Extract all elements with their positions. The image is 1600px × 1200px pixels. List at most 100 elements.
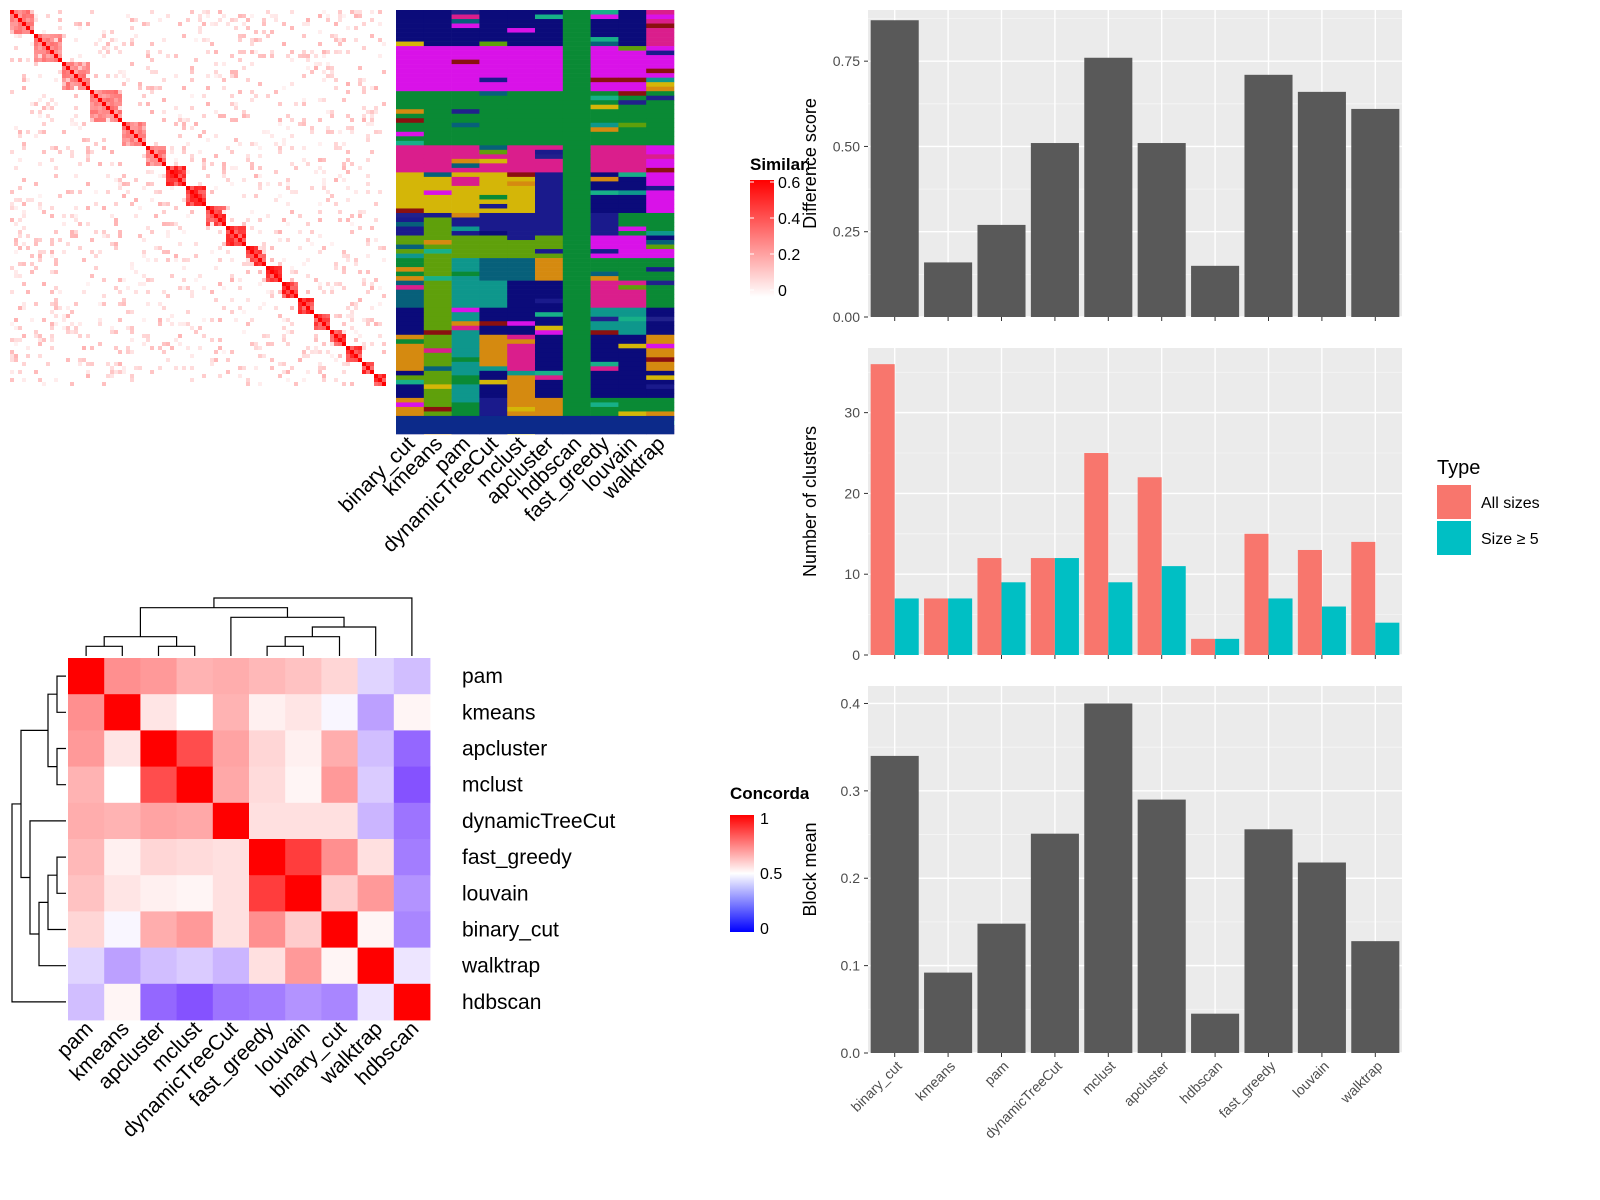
similarity-cell xyxy=(362,278,366,282)
cluster-cell xyxy=(479,361,508,367)
cluster-cell xyxy=(535,253,564,259)
similarity-cell xyxy=(262,262,266,266)
similarity-cell xyxy=(322,54,326,58)
similarity-cell xyxy=(238,374,242,378)
cluster-cell xyxy=(507,28,536,33)
similarity-cell xyxy=(290,82,294,86)
dendrogram-branch xyxy=(230,616,345,656)
cluster-cell xyxy=(396,406,425,412)
similarity-cell xyxy=(258,354,262,358)
similarity-cell xyxy=(150,346,154,350)
concordance-cell xyxy=(176,658,214,695)
similarity-cell xyxy=(282,326,286,330)
cluster-cell xyxy=(423,77,452,83)
similarity-cell xyxy=(170,274,174,278)
cluster-cell xyxy=(562,203,591,209)
cluster-cell xyxy=(451,253,480,259)
cluster-cell xyxy=(562,14,591,20)
cluster-cell xyxy=(646,176,675,182)
similarity-cell xyxy=(38,58,42,62)
similarity-cell xyxy=(270,266,274,270)
similarity-cell xyxy=(178,182,182,186)
cluster-cell xyxy=(535,50,564,56)
similarity-cell xyxy=(122,82,126,86)
cluster-cell xyxy=(451,379,480,385)
similarity-cell xyxy=(206,218,210,222)
cluster-cell xyxy=(618,68,647,74)
similarity-cell xyxy=(78,70,82,74)
similarity-cell xyxy=(258,282,262,286)
similarity-cell xyxy=(114,246,118,250)
similarity-cell xyxy=(290,10,294,14)
similarity-cell xyxy=(162,222,166,226)
cluster-cell xyxy=(562,212,591,218)
concordance-cell xyxy=(357,983,395,1021)
similarity-cell xyxy=(142,250,146,254)
cluster-cell xyxy=(562,312,591,318)
cluster-cell xyxy=(451,303,480,308)
similarity-cell xyxy=(274,270,278,274)
similarity-cell xyxy=(110,118,114,122)
similarity-cell xyxy=(18,370,22,374)
cluster-cell xyxy=(396,393,425,399)
cluster-cell xyxy=(646,14,675,20)
bar xyxy=(1191,265,1240,317)
similarity-cell xyxy=(366,182,370,186)
similarity-cell xyxy=(122,298,126,302)
cluster-cell xyxy=(646,222,675,227)
cluster-cell xyxy=(507,375,536,381)
similarity-cell xyxy=(66,190,70,194)
cluster-cell xyxy=(590,95,619,101)
similarity-cell xyxy=(146,182,150,186)
similarity-cell xyxy=(230,218,234,222)
similarity-cell xyxy=(282,290,286,294)
cluster-cell xyxy=(646,172,675,178)
y-tick-label: 0.2 xyxy=(841,870,861,886)
cluster-cell xyxy=(646,82,675,87)
cluster-cell xyxy=(618,118,647,124)
cluster-cell xyxy=(507,181,536,187)
similarity-cell xyxy=(118,90,122,94)
similarity-cell xyxy=(226,250,230,254)
similarity-cell xyxy=(102,102,106,106)
cluster-cell xyxy=(646,330,675,336)
similarity-cell xyxy=(338,330,342,334)
similarity-cell xyxy=(310,298,314,302)
cluster-cell xyxy=(396,14,425,20)
cluster-cell xyxy=(618,212,647,218)
similarity-cell xyxy=(10,30,14,34)
similarity-cell xyxy=(242,230,246,234)
similarity-cell xyxy=(282,218,286,222)
similarity-cell xyxy=(366,238,370,242)
similarity-cell xyxy=(374,86,378,90)
similarity-cell xyxy=(218,230,222,234)
similarity-cell xyxy=(314,314,318,318)
similarity-cell xyxy=(194,194,198,198)
y-tick-label: 0.1 xyxy=(841,958,861,974)
similarity-cell xyxy=(266,34,270,38)
cluster-cell xyxy=(590,388,619,394)
cluster-cell xyxy=(451,109,480,115)
similarity-cell xyxy=(290,282,294,286)
similarity-cell xyxy=(50,334,54,338)
similarity-cell xyxy=(194,278,198,282)
cluster-cell xyxy=(507,244,536,250)
similarity-cell xyxy=(270,246,274,250)
similarity-cell xyxy=(234,226,238,230)
cluster-cell xyxy=(646,294,675,299)
cluster-cell xyxy=(590,203,619,209)
cluster-cell xyxy=(590,294,619,299)
cluster-cell xyxy=(590,55,619,60)
similarity-cell xyxy=(146,334,150,338)
similarity-cell xyxy=(194,122,198,126)
similarity-cell xyxy=(74,234,78,238)
similarity-cell xyxy=(362,46,366,50)
similarity-cell xyxy=(326,282,330,286)
similarity-cell xyxy=(142,134,146,138)
cluster-cell xyxy=(618,240,647,245)
cluster-cell xyxy=(451,258,480,263)
similarity-cell xyxy=(58,42,62,46)
similarity-cell xyxy=(110,94,114,98)
similarity-cell xyxy=(350,346,354,350)
concordance-cell xyxy=(212,839,250,876)
